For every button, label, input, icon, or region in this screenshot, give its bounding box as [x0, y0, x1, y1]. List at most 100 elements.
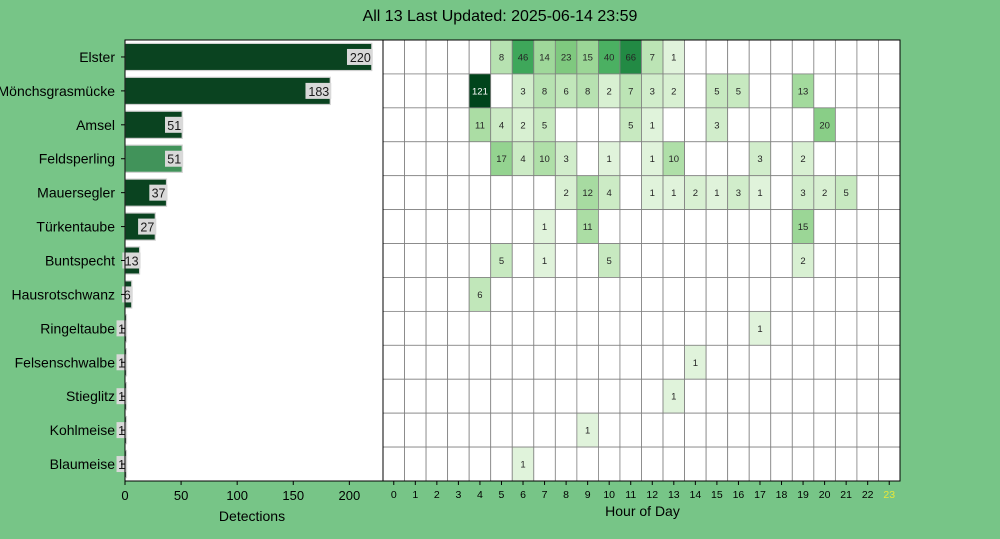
heatmap-cell-label: 7 [650, 52, 655, 63]
heatmap-cell [834, 412, 858, 448]
heatmap-cell [813, 344, 836, 380]
heatmap-cell-label: 121 [472, 86, 488, 97]
heatmap-cell [770, 243, 793, 278]
category-label: Türkentaube [36, 219, 115, 235]
heatmap-cell [382, 39, 405, 75]
hour-tick-label: 12 [646, 489, 658, 501]
heatmap-cell [554, 344, 578, 380]
heatmap-cell [382, 209, 405, 244]
heatmap-cell-label: 4 [607, 188, 612, 199]
heatmap-cell [705, 344, 729, 380]
heatmap-cell [727, 209, 750, 244]
heatmap-cell [404, 141, 427, 177]
heatmap-cell [834, 344, 858, 380]
heatmap-cell-label: 2 [671, 86, 676, 97]
bar-value-label: 6 [124, 288, 131, 302]
heatmap-cell-label: 40 [604, 52, 615, 63]
heatmap-cell-label: 5 [628, 120, 633, 131]
heatmap-cell [705, 277, 729, 312]
heatmap-cell [382, 378, 405, 414]
heatmap-cell [641, 412, 664, 448]
heatmap-cell [468, 141, 492, 177]
category-label: Buntspecht [45, 253, 115, 269]
heatmap-cell [684, 277, 707, 312]
heatmap-cell [619, 344, 642, 380]
heatmap-cell-label: 1 [585, 426, 590, 437]
heatmap-cell [447, 412, 470, 448]
heatmap-cell [662, 344, 685, 380]
heatmap-cell [404, 446, 427, 482]
heatmap-cell [834, 378, 858, 414]
heatmap-cell-label: 14 [539, 52, 550, 63]
heatmap-cell [447, 344, 470, 380]
x-tick-label: 50 [174, 488, 188, 503]
heatmap-cell-label: 7 [628, 86, 633, 97]
heatmap-cell-label: 4 [520, 154, 525, 165]
heatmap-cell [468, 446, 492, 482]
heatmap-cell-label: 8 [499, 52, 504, 63]
heatmap-cell [576, 310, 599, 346]
heatmap-cell [684, 73, 707, 109]
heatmap-cell [404, 277, 427, 312]
heatmap-cell-label: 1 [757, 324, 762, 335]
heatmap-cell [878, 141, 901, 177]
hour-tick-label: 0 [391, 489, 397, 501]
heatmap-cell [856, 310, 879, 346]
heatmap-cell [770, 344, 793, 380]
heatmap-cell [791, 39, 815, 75]
heatmap-cell-label: 17 [496, 154, 507, 165]
heatmap-cell [447, 277, 470, 312]
heatmap-cell [490, 378, 513, 414]
heatmap-cell [727, 277, 750, 312]
heatmap-cell [813, 446, 836, 482]
heatmap-cell [511, 412, 535, 448]
heatmap-cell [619, 378, 642, 414]
heatmap-cell [490, 310, 513, 346]
heatmap-cell [748, 107, 772, 143]
heatmap-cell [382, 73, 405, 109]
heatmap-cell [425, 39, 449, 75]
heatmap-cell [576, 243, 599, 278]
hour-tick-label: 9 [585, 489, 591, 501]
heatmap-cell [662, 209, 685, 244]
heatmap-cell [748, 73, 772, 109]
heatmap-cell [511, 277, 535, 312]
heatmap-cell [684, 107, 707, 143]
heatmap-cell [748, 412, 772, 448]
x-tick-label: 0 [121, 488, 128, 503]
heatmap-cell-label: 2 [822, 188, 827, 199]
heatmap-cell [447, 175, 470, 211]
heatmap-cell [382, 107, 405, 143]
bar-value-box [122, 286, 133, 303]
bar-value-label: 13 [125, 255, 139, 269]
heatmap-cell [425, 446, 449, 482]
heatmap-cell [878, 243, 901, 278]
heatmap-cell [662, 310, 685, 346]
heatmap-cell [511, 378, 535, 414]
heatmap-cell [447, 107, 470, 143]
heatmap-cell-label: 3 [800, 188, 805, 199]
hour-tick-label: 21 [840, 489, 852, 501]
category-label: Kohlmeise [50, 422, 116, 438]
category-label: Stieglitz [66, 388, 115, 404]
heatmap-cell [770, 277, 793, 312]
heatmap-cell-label: 66 [625, 52, 636, 63]
heatmap-cell [878, 446, 901, 482]
heatmap-cell-label: 5 [607, 256, 612, 267]
heatmap-cell [684, 243, 707, 278]
category-label: Mauersegler [37, 185, 115, 201]
hour-tick-label: 20 [819, 489, 831, 501]
heatmap-cell [533, 378, 556, 414]
heatmap-cell-label: 1 [650, 120, 655, 131]
heatmap-cell [641, 446, 664, 482]
heatmap-cell [813, 310, 836, 346]
heatmap-cell [813, 243, 836, 278]
heatmap-cell-label: 3 [736, 188, 741, 199]
heatmap-cell-label: 2 [607, 86, 612, 97]
heatmap-cell [425, 310, 449, 346]
heatmap-cell [856, 39, 879, 75]
heatmap-cell [878, 107, 901, 143]
heatmap-cell [662, 107, 685, 143]
